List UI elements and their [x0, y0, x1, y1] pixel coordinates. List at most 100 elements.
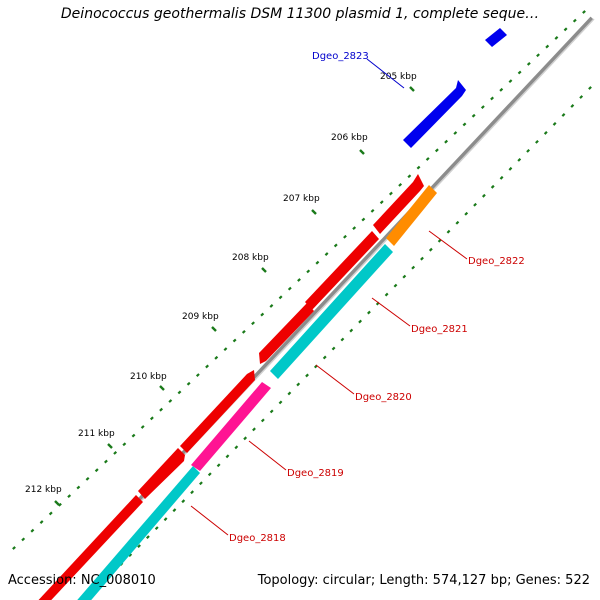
outer-track-dot	[471, 113, 476, 118]
outer-track-dot	[94, 468, 99, 473]
outer-track-dot	[545, 44, 550, 49]
inner-dotted-track	[84, 86, 592, 600]
outer-track-dot	[444, 139, 449, 144]
inner-track-dot	[278, 400, 283, 405]
inner-track-dot	[163, 517, 168, 522]
inner-track-dot	[588, 86, 592, 90]
outer-dotted-track	[12, 10, 586, 550]
outer-track-dot	[30, 528, 35, 533]
outer-track-dot	[480, 105, 485, 109]
inner-track-dot	[137, 544, 141, 549]
inner-track-dot	[172, 508, 177, 513]
kbp-tick-label: 205 kbp	[380, 72, 417, 82]
outer-track-dot	[343, 234, 347, 239]
inner-track-dot	[535, 139, 539, 144]
inner-track-dot	[561, 113, 566, 117]
inner-track-dot	[252, 427, 256, 432]
outer-track-dot	[563, 27, 568, 32]
outer-track-dot	[214, 355, 219, 360]
kbp-tick-label: 211 kbp	[78, 429, 115, 439]
outer-track-dot	[315, 260, 320, 265]
inner-track-dot	[216, 463, 221, 468]
inner-track-dot	[464, 211, 469, 216]
inner-track-dot	[384, 292, 389, 297]
kbp-tick-label: 206 kbp	[331, 133, 368, 143]
outer-track-dot	[177, 390, 182, 395]
topology-text: Topology: circular; Length: 574,127 bp; …	[257, 573, 590, 588]
inner-track-dot	[428, 247, 433, 252]
kbp-tick-mark	[211, 326, 217, 332]
inner-track-dot	[225, 454, 230, 459]
inner-track-dot	[411, 265, 416, 270]
inner-track-dot	[145, 535, 150, 540]
gene-arrow-dgeo-2821[interactable]	[270, 244, 393, 379]
outer-track-dot	[223, 347, 228, 352]
outer-track-dot	[113, 451, 118, 455]
inner-track-dot	[393, 283, 398, 288]
leader-line-dgeo-2820	[315, 364, 355, 395]
leader-line-dgeo-2819	[248, 440, 287, 471]
inner-track-dot	[543, 131, 548, 135]
outer-track-dot	[39, 520, 44, 524]
outer-track-dot	[76, 485, 81, 490]
gene-arrow-red-5[interactable]	[138, 448, 185, 499]
outer-track-dot	[582, 10, 586, 14]
outer-track-dot	[168, 399, 173, 403]
inner-track-dot	[517, 157, 522, 162]
gene-arrow-red-4[interactable]	[180, 370, 255, 453]
gene-arrow-dgeo-2822[interactable]	[386, 185, 437, 246]
outer-track-dot	[379, 200, 384, 205]
outer-track-dot	[12, 546, 16, 550]
inner-track-dot	[269, 409, 274, 414]
leader-line-dgeo-2822	[428, 230, 468, 260]
gene-arrow-red-1[interactable]	[373, 174, 424, 234]
gene-arrow-red-2[interactable]	[305, 231, 379, 310]
gene-label-dgeo-2819[interactable]: Dgeo_2819	[287, 468, 344, 479]
outer-track-dot	[508, 79, 513, 84]
outer-track-dot	[407, 174, 412, 179]
outer-track-dot	[306, 269, 311, 274]
inner-track-dot	[305, 373, 309, 378]
inner-track-dot	[181, 499, 186, 504]
outer-track-dot	[186, 381, 191, 386]
inner-track-dot	[490, 184, 495, 189]
outer-track-dot	[251, 321, 255, 326]
gene-arrow-red-3[interactable]	[259, 303, 314, 364]
outer-track-dot	[287, 286, 292, 291]
kbp-tick-mark	[311, 209, 317, 215]
gene-label-dgeo-2822[interactable]: Dgeo_2822	[468, 256, 525, 267]
gene-arrow-dgeo-2818[interactable]	[60, 466, 200, 600]
inner-track-dot	[402, 274, 407, 279]
gene-label-dgeo-2823[interactable]: Dgeo_2823	[312, 51, 369, 62]
outer-track-dot	[398, 183, 403, 187]
inner-track-dot	[570, 104, 575, 108]
outer-track-dot	[352, 226, 357, 231]
kbp-tick-label: 212 kbp	[25, 485, 62, 495]
gene-arrow-red-6[interactable]	[20, 495, 143, 600]
outer-track-dot	[324, 252, 329, 256]
outer-track-dot	[297, 278, 301, 282]
gene-label-dgeo-2821[interactable]: Dgeo_2821	[411, 324, 468, 335]
inner-track-dot	[199, 481, 203, 486]
outer-track-dot	[122, 442, 127, 447]
outer-track-dot	[104, 459, 108, 464]
gene-arrow-dgeo-2823-top[interactable]	[485, 28, 507, 47]
inner-track-dot	[128, 553, 133, 557]
inner-track-dot	[349, 328, 354, 333]
inner-track-dot	[358, 319, 363, 324]
outer-track-dot	[416, 165, 421, 170]
kbp-ticks: 205 kbp 206 kbp 207 kbp 208 kbp 209 kbp 210 k…	[25, 72, 417, 506]
gene-label-dgeo-2818[interactable]: Dgeo_2818	[229, 533, 286, 544]
inner-track-dot	[499, 175, 504, 180]
gene-label-dgeo-2820[interactable]: Dgeo_2820	[355, 392, 412, 403]
gene-arrow-dgeo-2823[interactable]	[403, 80, 466, 148]
outer-track-dot	[370, 208, 375, 213]
gene-arrow-dgeo-2819[interactable]	[191, 382, 271, 471]
kbp-tick-mark	[107, 443, 113, 449]
inner-track-dot	[260, 418, 265, 423]
inner-track-dot	[367, 310, 371, 315]
accession-text: Accession: NC_008010	[8, 573, 156, 588]
outer-track-dot	[195, 373, 200, 377]
inner-track-dot	[340, 337, 345, 342]
